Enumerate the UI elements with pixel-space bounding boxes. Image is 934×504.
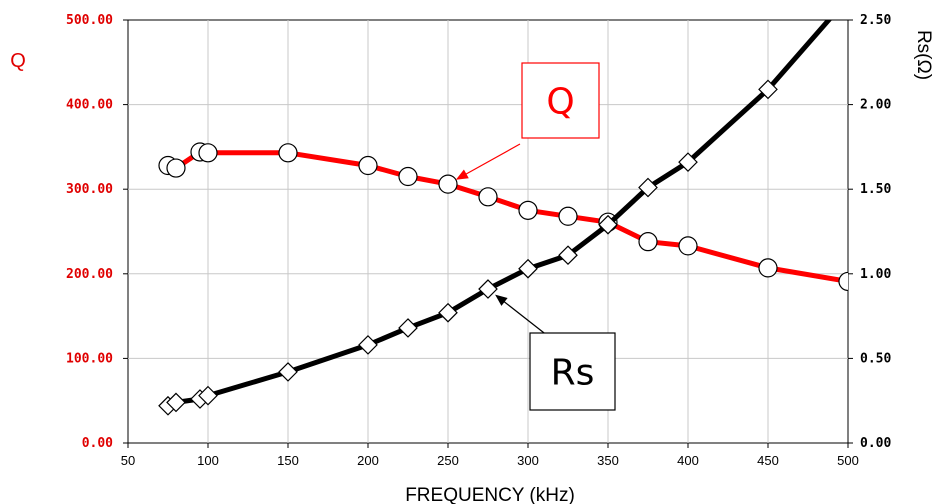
y-left-tick-label: 200.00 [66, 267, 113, 282]
x-tick-label: 300 [517, 453, 539, 468]
x-axis-title: FREQUENCY (kHz) [405, 485, 575, 504]
axis-ticks [123, 19, 853, 448]
rs-data-point [278, 362, 298, 382]
annotation-box-rs [529, 332, 616, 411]
q-data-point [358, 155, 378, 176]
annotation-arrow-q [464, 143, 521, 176]
y-right-tick-label: 2.50 [860, 13, 891, 28]
rs-data-point [638, 177, 658, 198]
annotation-label-q: Q [546, 82, 574, 123]
y-right-tick-label: 1.50 [860, 182, 891, 197]
annotation-arrowhead-rs [495, 294, 508, 306]
rs-data-point [678, 152, 698, 172]
annotation-label-rs: Rs [551, 353, 595, 394]
y-left-tick-label: 400.00 [66, 98, 113, 113]
y-right-tick-label: 0.00 [860, 436, 891, 451]
q-data-point [558, 206, 578, 226]
q-data-point [678, 236, 698, 256]
y-left-tick-label: 100.00 [66, 351, 113, 366]
rs-data-point [598, 214, 618, 235]
x-tick-label: 100 [197, 453, 219, 468]
x-tick-label: 400 [677, 453, 699, 468]
q-data-point [198, 143, 218, 163]
annotation-arrowhead-q [455, 169, 469, 180]
rs-data-point [558, 245, 578, 266]
x-tick-label: 450 [757, 453, 779, 468]
x-tick-label: 200 [357, 453, 379, 468]
rs-data-point [518, 258, 538, 279]
x-tick-label: 150 [277, 453, 299, 468]
y-left-tick-label: 0.00 [82, 436, 113, 451]
right-axis-tick-labels: 0.00 0.50 1.00 1.50 2.00 2.50 [860, 13, 891, 451]
y-left-tick-label: 500.00 [66, 13, 113, 28]
rs-data-point [478, 279, 498, 299]
q-data-point [758, 258, 778, 278]
series-rs [158, 0, 857, 416]
left-axis-title: Q [10, 50, 26, 72]
plot-area [127, 19, 849, 444]
left-axis-tick-labels: 0.00 100.00 200.00 300.00 400.00 500.00 [66, 13, 113, 451]
x-tick-label: 50 [121, 453, 135, 468]
y-right-tick-label: 2.00 [860, 98, 891, 113]
q-data-point [278, 143, 298, 163]
x-tick-label: 500 [837, 453, 859, 468]
q-data-point [638, 232, 658, 252]
q-data-point [518, 200, 538, 220]
right-axis-title: Rs(Ω) [913, 30, 934, 80]
rs-data-point [198, 385, 218, 406]
x-tick-label: 250 [437, 453, 459, 468]
q-data-point [838, 271, 848, 292]
y-right-tick-label: 0.50 [860, 351, 891, 366]
rs-data-point [758, 79, 778, 100]
rs-data-point [358, 335, 378, 355]
x-axis-tick-labels: 50 100 150 200 250 300 350 400 450 500 [121, 453, 859, 468]
q-data-point [166, 158, 186, 178]
x-tick-label: 350 [597, 453, 619, 468]
rs-data-point [839, 0, 857, 7]
y-left-tick-label: 300.00 [66, 182, 113, 197]
rs-data-point [438, 302, 458, 323]
rs-data-point [398, 318, 418, 338]
q-data-point [478, 187, 498, 207]
annotations: Q Rs [455, 62, 616, 411]
q-data-point [398, 166, 418, 187]
y-right-tick-label: 1.00 [860, 267, 891, 282]
annotation-box-q [521, 62, 600, 139]
q-data-point [438, 174, 458, 194]
rs-data-point [166, 392, 186, 413]
